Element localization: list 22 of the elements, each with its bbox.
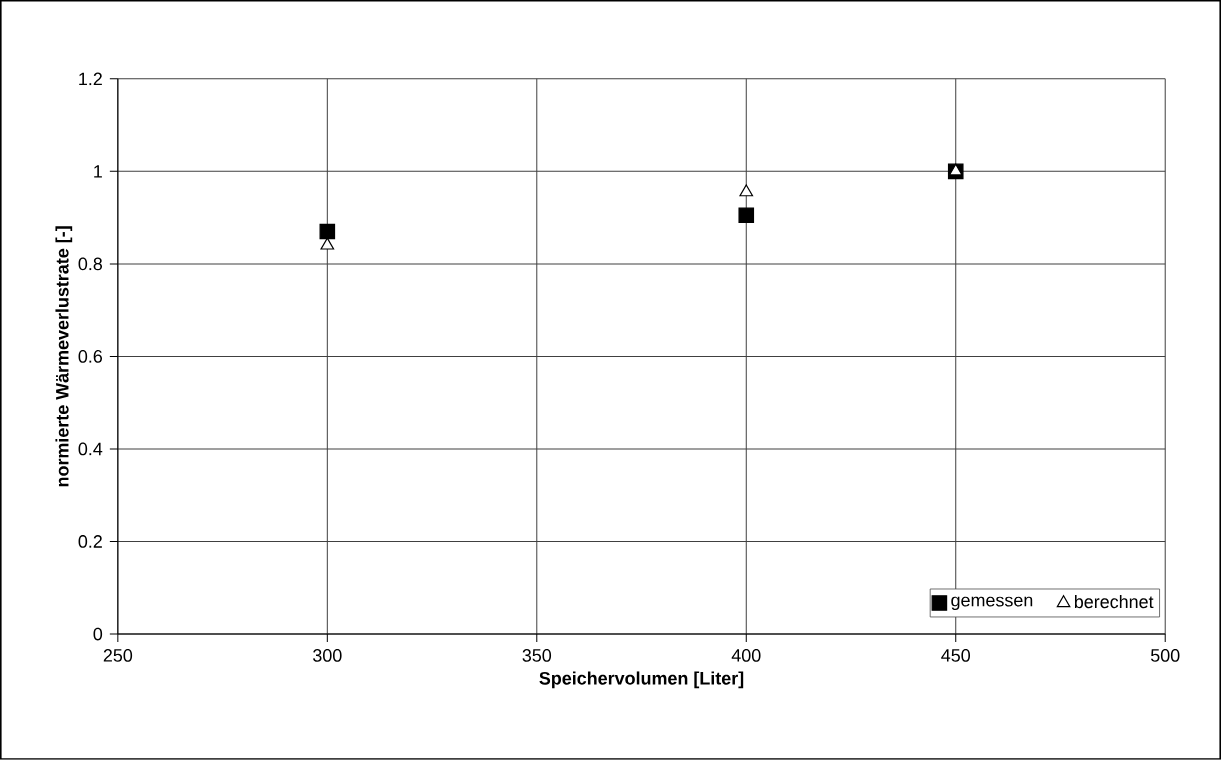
x-tick-label: 250 <box>103 649 133 662</box>
x-tick-label: 500 <box>1150 649 1180 662</box>
y-tick-label: 0 <box>93 627 103 641</box>
x-tick-label: 450 <box>941 649 971 662</box>
point <box>738 207 755 224</box>
point <box>948 163 963 176</box>
y-tick-label: 0.6 <box>78 350 103 363</box>
x-tick-label: 350 <box>522 649 552 662</box>
y-tick-label: 0.4 <box>78 442 103 456</box>
legend-label: gemessen <box>951 596 1033 611</box>
y-tick-label: 0.8 <box>78 257 103 271</box>
legend-label: berechnet <box>1074 595 1154 609</box>
point <box>739 184 754 197</box>
x-tick-label: 400 <box>731 649 761 662</box>
point <box>319 223 336 240</box>
y-axis-title: normierte Wärmeverlustrate [-] <box>55 226 73 487</box>
point <box>320 237 335 250</box>
x-tick-label: 300 <box>313 649 342 662</box>
y-tick-label: 0.2 <box>78 535 102 548</box>
y-tick-label: 1 <box>94 165 102 178</box>
y-tick-label: 1.2 <box>79 72 102 86</box>
x-axis-title: Speichervolumen [Liter] <box>539 671 744 689</box>
